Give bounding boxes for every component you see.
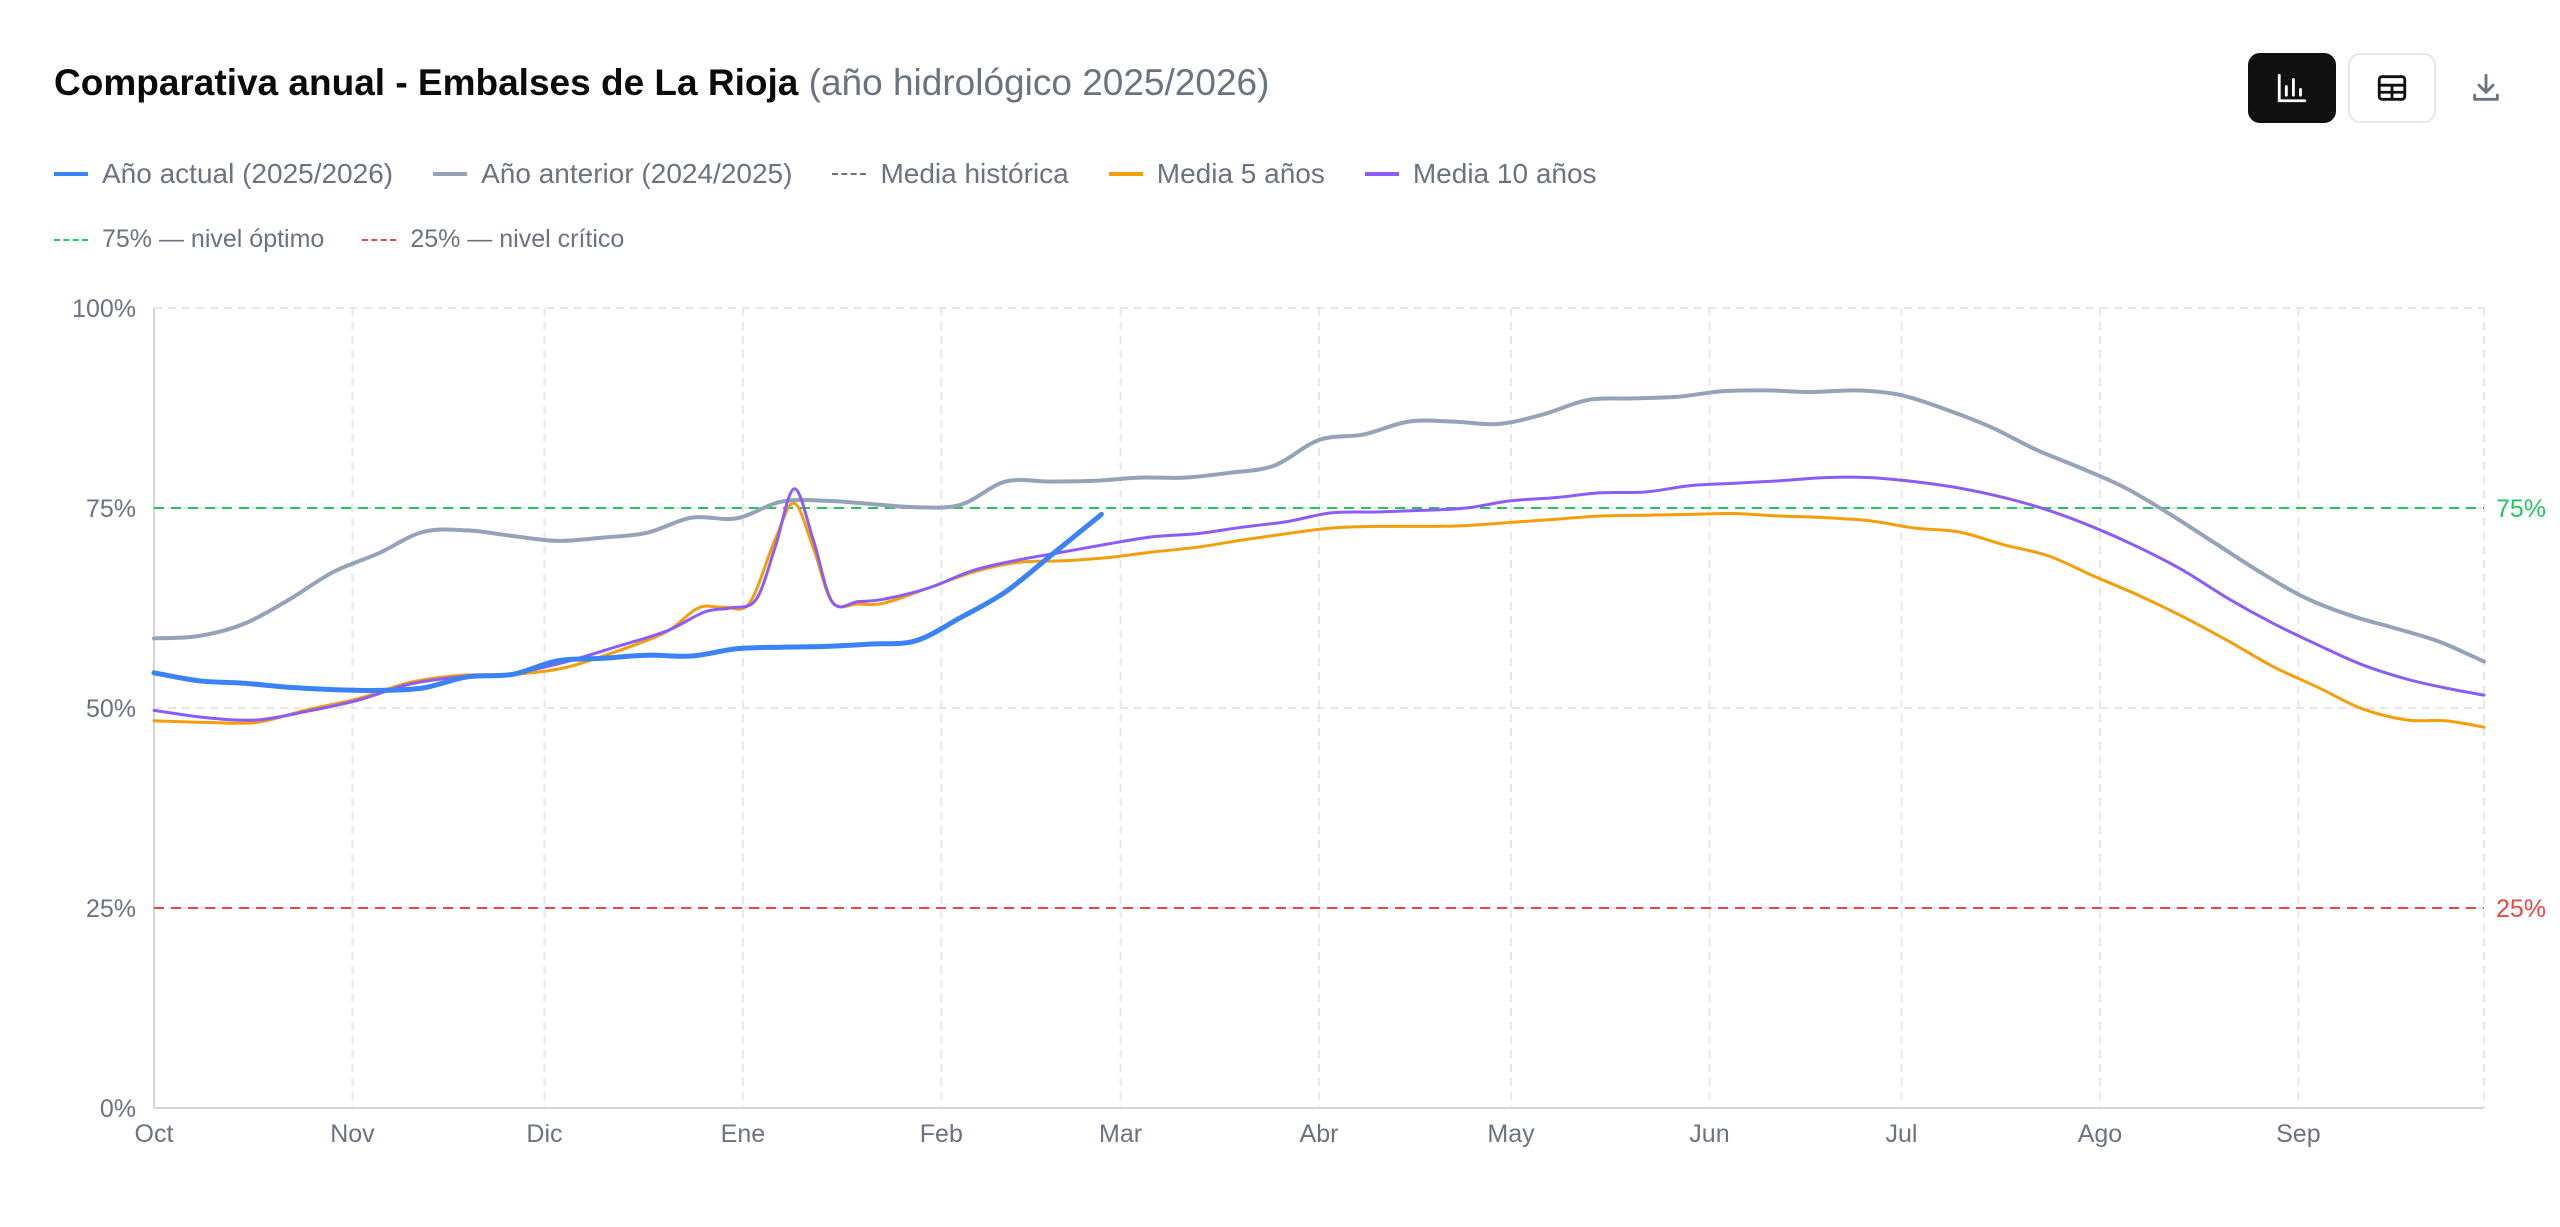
legend-row-references: 75% — nivel óptimo 25% — nivel crítico bbox=[54, 225, 624, 254]
x-tick-label: Abr bbox=[1300, 1120, 1339, 1148]
x-tick-label: Jul bbox=[1886, 1120, 1918, 1148]
legend-swatch bbox=[832, 173, 867, 175]
chart-title: Comparativa anual - Embalses de La Rioja bbox=[54, 62, 799, 103]
download-icon bbox=[2473, 73, 2499, 101]
series-line-a-o-anterior-2024-2025 bbox=[152, 388, 2486, 664]
legend-label: 75% — nivel óptimo bbox=[102, 225, 325, 253]
bar-chart-icon bbox=[2277, 73, 2307, 103]
legend-item-previous-year[interactable]: Año anterior (2024/2025) bbox=[433, 158, 792, 190]
legend-item-critical-level[interactable]: 25% — nivel crítico bbox=[362, 225, 624, 254]
legend-swatch bbox=[54, 172, 88, 176]
series-line-media-5-a-os bbox=[152, 501, 2486, 729]
reference-line-label: 25% bbox=[2496, 895, 2546, 923]
y-tick-label: 100% bbox=[72, 295, 136, 323]
line-chart: 0% 25% 50% 75% 100% Oct Nov Dic Ene Feb Mar Abr May J… bbox=[72, 295, 2546, 1148]
x-tick-label: Dic bbox=[526, 1120, 562, 1148]
legend-label: Año anterior (2024/2025) bbox=[481, 158, 793, 189]
legend-swatch bbox=[433, 172, 468, 176]
x-tick-label: Feb bbox=[920, 1120, 963, 1148]
legend-swatch bbox=[54, 238, 88, 241]
table-icon bbox=[2377, 75, 2407, 101]
legend-item-historic-mean[interactable]: Media histórica bbox=[832, 158, 1069, 190]
chart-subtitle: (año hidrológico 2025/2026) bbox=[808, 62, 1270, 103]
legend-label: 25% — nivel crítico bbox=[410, 225, 625, 253]
chart-header: Comparativa anual - Embalses de La Rioja… bbox=[54, 62, 1269, 104]
legend-label: Media 10 años bbox=[1412, 158, 1597, 189]
legend-swatch bbox=[1108, 172, 1143, 176]
legend-swatch bbox=[362, 238, 397, 241]
x-tick-label: Ago bbox=[2078, 1120, 2122, 1148]
legend-label: Media 5 años bbox=[1156, 158, 1325, 189]
x-tick-label: Ene bbox=[721, 1120, 765, 1148]
x-tick-label: Jun bbox=[1689, 1120, 1729, 1148]
y-tick-label: 50% bbox=[86, 695, 136, 723]
chart-view-button[interactable] bbox=[2248, 53, 2336, 123]
view-toolbar bbox=[2248, 53, 2524, 123]
series-line-media-10-a-os bbox=[152, 475, 2486, 722]
legend-label: Año actual (2025/2026) bbox=[102, 158, 394, 189]
y-tick-label: 0% bbox=[100, 1095, 136, 1123]
y-tick-label: 75% bbox=[86, 495, 136, 523]
reference-line-label: 75% bbox=[2496, 495, 2546, 523]
legend-row-series: Año actual (2025/2026) Año anterior (202… bbox=[54, 158, 1597, 190]
legend-item-current-year[interactable]: Año actual (2025/2026) bbox=[54, 158, 393, 190]
legend-swatch bbox=[1364, 172, 1399, 176]
legend-label: Media histórica bbox=[880, 158, 1069, 189]
x-tick-label: Oct bbox=[135, 1120, 174, 1148]
legend-item-mean-10-years[interactable]: Media 10 años bbox=[1364, 158, 1597, 190]
legend-item-optimal-level[interactable]: 75% — nivel óptimo bbox=[54, 225, 324, 254]
table-view-button[interactable] bbox=[2348, 53, 2436, 123]
legend-item-mean-5-years[interactable]: Media 5 años bbox=[1108, 158, 1325, 190]
x-tick-label: Mar bbox=[1099, 1120, 1142, 1148]
x-tick-label: Nov bbox=[330, 1120, 375, 1148]
x-tick-label: May bbox=[1487, 1120, 1535, 1148]
y-tick-label: 25% bbox=[86, 895, 136, 923]
x-tick-label: Sep bbox=[2276, 1120, 2320, 1148]
series-line-a-o-actual-2025-2026 bbox=[151, 511, 1104, 693]
download-button[interactable] bbox=[2448, 53, 2524, 123]
